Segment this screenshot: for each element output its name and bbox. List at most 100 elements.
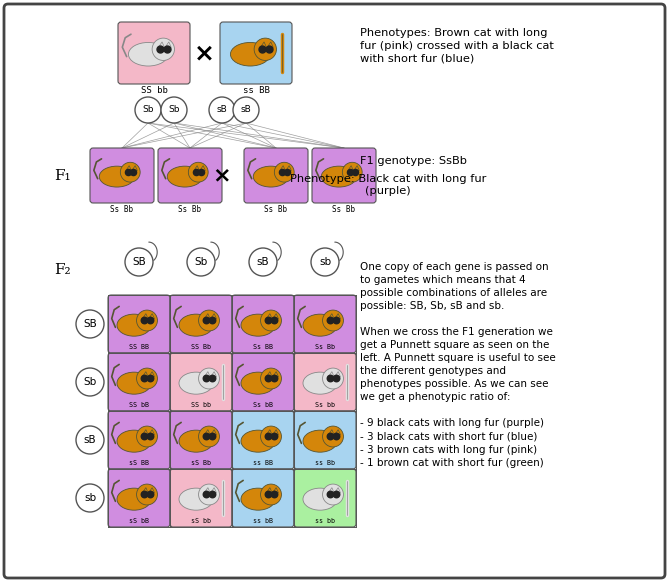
Polygon shape xyxy=(149,314,155,319)
Polygon shape xyxy=(328,430,334,435)
FancyBboxPatch shape xyxy=(232,411,294,469)
Circle shape xyxy=(76,368,104,396)
Text: sS bB: sS bB xyxy=(129,518,149,524)
Polygon shape xyxy=(142,372,148,377)
Ellipse shape xyxy=(303,488,337,510)
Circle shape xyxy=(311,248,339,276)
Polygon shape xyxy=(149,488,155,493)
Polygon shape xyxy=(266,372,272,377)
FancyBboxPatch shape xyxy=(4,4,665,578)
Circle shape xyxy=(76,310,104,338)
Ellipse shape xyxy=(99,166,134,187)
Circle shape xyxy=(199,426,219,447)
Circle shape xyxy=(322,310,343,331)
Polygon shape xyxy=(142,488,148,493)
Circle shape xyxy=(233,97,259,123)
Ellipse shape xyxy=(241,430,275,452)
Polygon shape xyxy=(149,430,155,435)
Text: SS bb: SS bb xyxy=(191,402,211,408)
Ellipse shape xyxy=(117,372,151,394)
Text: Ss Bb: Ss Bb xyxy=(110,205,134,214)
Text: F1 genotype: SsBb: F1 genotype: SsBb xyxy=(360,156,467,166)
Text: Sb: Sb xyxy=(195,257,207,267)
FancyBboxPatch shape xyxy=(170,411,232,469)
Text: sS Bb: sS Bb xyxy=(191,460,211,466)
Polygon shape xyxy=(334,430,341,435)
Circle shape xyxy=(260,310,282,331)
Polygon shape xyxy=(211,430,217,435)
Circle shape xyxy=(136,368,157,389)
Polygon shape xyxy=(348,166,353,171)
Circle shape xyxy=(199,310,219,331)
Polygon shape xyxy=(142,314,148,319)
Text: Ss bB: Ss bB xyxy=(253,402,273,408)
Polygon shape xyxy=(132,166,137,171)
Circle shape xyxy=(260,484,282,505)
Text: ss bB: ss bB xyxy=(253,518,273,524)
Circle shape xyxy=(343,162,362,182)
Circle shape xyxy=(254,38,276,61)
Text: ss BB: ss BB xyxy=(243,86,270,95)
FancyBboxPatch shape xyxy=(244,148,308,203)
Text: SS Bb: SS Bb xyxy=(191,344,211,350)
Circle shape xyxy=(152,38,175,61)
Text: Ss bb: Ss bb xyxy=(315,402,335,408)
Ellipse shape xyxy=(117,488,151,510)
Ellipse shape xyxy=(321,166,357,187)
Polygon shape xyxy=(273,488,278,493)
Text: Phenotype: Black cat with long fur
(purple): Phenotype: Black cat with long fur (purp… xyxy=(290,174,486,196)
FancyBboxPatch shape xyxy=(232,353,294,411)
Text: Ss Bb: Ss Bb xyxy=(264,205,288,214)
Text: sS bb: sS bb xyxy=(191,518,211,524)
Circle shape xyxy=(189,162,208,182)
Circle shape xyxy=(187,248,215,276)
Text: sb: sb xyxy=(319,257,331,267)
Ellipse shape xyxy=(179,372,213,394)
Text: One copy of each gene is passed on
to gametes which means that 4
possible combin: One copy of each gene is passed on to ga… xyxy=(360,262,556,467)
Ellipse shape xyxy=(179,314,213,336)
FancyBboxPatch shape xyxy=(232,295,294,353)
Text: sB: sB xyxy=(217,105,227,115)
Text: Sb: Sb xyxy=(142,105,154,115)
Circle shape xyxy=(322,484,343,505)
Circle shape xyxy=(260,368,282,389)
FancyBboxPatch shape xyxy=(232,469,294,527)
Text: Sb: Sb xyxy=(168,105,180,115)
Circle shape xyxy=(322,426,343,447)
Polygon shape xyxy=(286,166,291,171)
Text: SB: SB xyxy=(83,319,97,329)
Circle shape xyxy=(76,426,104,454)
FancyBboxPatch shape xyxy=(108,353,170,411)
Circle shape xyxy=(136,484,157,505)
Circle shape xyxy=(199,368,219,389)
Circle shape xyxy=(274,162,294,182)
FancyBboxPatch shape xyxy=(294,353,356,411)
Text: Ss Bb: Ss Bb xyxy=(315,344,335,350)
Text: ×: × xyxy=(193,41,215,65)
FancyBboxPatch shape xyxy=(108,411,170,469)
Polygon shape xyxy=(266,314,272,319)
Polygon shape xyxy=(266,488,272,493)
FancyBboxPatch shape xyxy=(90,148,154,203)
Polygon shape xyxy=(194,166,199,171)
Text: sS BB: sS BB xyxy=(129,460,149,466)
Polygon shape xyxy=(211,372,217,377)
FancyBboxPatch shape xyxy=(294,295,356,353)
Polygon shape xyxy=(205,488,210,493)
Text: SS bB: SS bB xyxy=(129,402,149,408)
Text: F₂: F₂ xyxy=(54,263,70,277)
FancyBboxPatch shape xyxy=(158,148,222,203)
Text: SB: SB xyxy=(132,257,146,267)
Circle shape xyxy=(260,426,282,447)
Polygon shape xyxy=(205,314,210,319)
Text: sB: sB xyxy=(84,435,96,445)
Ellipse shape xyxy=(254,166,288,187)
Polygon shape xyxy=(159,42,165,48)
Ellipse shape xyxy=(241,488,275,510)
FancyBboxPatch shape xyxy=(294,469,356,527)
Text: ss bb: ss bb xyxy=(315,518,335,524)
Polygon shape xyxy=(354,166,359,171)
FancyBboxPatch shape xyxy=(170,353,232,411)
Polygon shape xyxy=(280,166,286,171)
Polygon shape xyxy=(205,430,210,435)
